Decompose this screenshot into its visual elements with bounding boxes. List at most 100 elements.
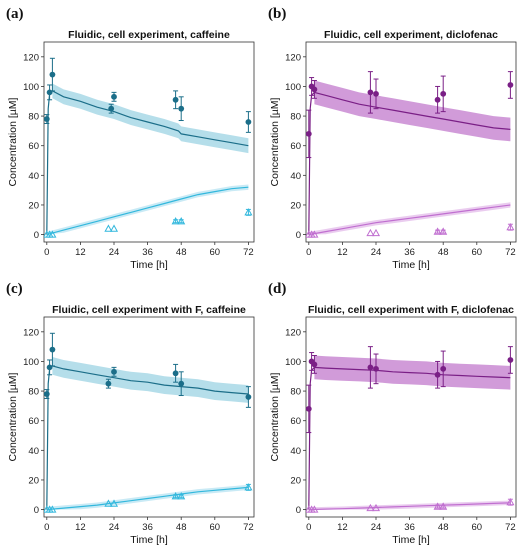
data-point-metabolite xyxy=(433,227,442,235)
y-tick-label: 20 xyxy=(28,475,39,486)
y-tick-label: 20 xyxy=(28,200,39,211)
y-tick-label: 0 xyxy=(296,230,301,241)
y-tick-label: 60 xyxy=(28,141,39,152)
x-tick-label: 36 xyxy=(142,522,153,533)
x-tick-label: 24 xyxy=(109,522,120,533)
data-point-metabolite xyxy=(310,505,319,513)
chart-title: Fluidic, cell experiment with F, caffein… xyxy=(52,304,246,316)
data-point-parent xyxy=(172,370,179,377)
data-point-metabolite xyxy=(48,230,57,238)
y-tick-label: 60 xyxy=(290,416,301,427)
x-axis-label: Time [h] xyxy=(130,259,168,271)
x-tick-label: 60 xyxy=(472,247,483,258)
y-tick-label: 80 xyxy=(290,387,301,398)
data-point-parent xyxy=(105,380,112,387)
data-point-metabolite xyxy=(104,224,113,232)
data-point-parent xyxy=(49,346,56,353)
plot-area xyxy=(306,71,515,238)
y-axis-label: Concentration [µM] xyxy=(7,372,19,461)
data-point-metabolite xyxy=(171,217,180,225)
plot-frame xyxy=(43,316,255,518)
x-tick-label: 12 xyxy=(337,522,348,533)
model-line-metabolite xyxy=(46,486,249,511)
x-tick-label: 48 xyxy=(438,247,449,258)
data-point-parent xyxy=(245,394,252,400)
data-point-parent xyxy=(306,130,312,137)
data-point-parent xyxy=(440,90,447,97)
data-point-metabolite xyxy=(439,227,448,235)
data-point-parent xyxy=(434,96,441,103)
model-band-metabolite xyxy=(308,500,511,510)
model-line-parent xyxy=(308,91,511,235)
model-band-metabolite xyxy=(46,184,249,235)
x-tick-label: 12 xyxy=(75,522,86,533)
x-tick-label: 0 xyxy=(44,522,49,533)
y-tick-label: 120 xyxy=(23,327,39,338)
data-point-parent xyxy=(178,380,185,387)
model-band-metabolite xyxy=(46,484,249,510)
data-point-parent xyxy=(178,105,185,112)
data-point-parent xyxy=(367,364,374,371)
y-tick-label: 100 xyxy=(23,82,39,93)
data-point-parent xyxy=(46,364,53,371)
x-tick-label: 48 xyxy=(176,522,187,533)
data-point-parent xyxy=(373,365,379,372)
y-tick-label: 40 xyxy=(28,171,39,182)
model-line-parent xyxy=(308,366,511,510)
y-tick-label: 20 xyxy=(290,200,301,211)
data-point-metabolite xyxy=(371,228,381,237)
y-tick-label: 20 xyxy=(290,475,301,486)
x-tick-label: 72 xyxy=(505,247,516,258)
model-line-parent xyxy=(46,90,249,235)
model-line-metabolite xyxy=(46,186,249,236)
data-point-metabolite xyxy=(506,222,515,231)
data-point-metabolite xyxy=(104,499,113,507)
y-tick-label: 40 xyxy=(290,446,301,457)
x-tick-label: 48 xyxy=(176,247,187,258)
y-axis-label: Concentration [µM] xyxy=(269,97,281,186)
x-tick-label: 60 xyxy=(472,522,483,533)
y-axis-label: Concentration [µM] xyxy=(7,97,19,186)
y-tick-label: 120 xyxy=(23,52,39,63)
data-point-metabolite xyxy=(371,503,381,512)
data-point-metabolite xyxy=(177,217,186,225)
x-tick-label: 72 xyxy=(505,522,516,533)
panel-label: (d) xyxy=(268,281,286,297)
data-point-metabolite xyxy=(439,502,448,510)
y-tick-label: 80 xyxy=(290,112,301,123)
data-point-metabolite xyxy=(366,228,375,237)
data-point-parent xyxy=(111,368,117,375)
data-point-parent xyxy=(440,365,447,372)
x-tick-label: 24 xyxy=(371,522,382,533)
plot-frame xyxy=(305,316,517,518)
data-point-metabolite xyxy=(48,505,57,513)
data-point-parent xyxy=(311,86,318,93)
x-tick-label: 36 xyxy=(404,247,415,258)
data-point-metabolite xyxy=(177,492,186,500)
data-point-parent xyxy=(172,96,179,103)
x-tick-label: 72 xyxy=(243,247,254,258)
data-point-metabolite xyxy=(109,224,119,232)
y-tick-label: 100 xyxy=(285,357,301,368)
data-point-parent xyxy=(49,71,56,78)
data-point-parent xyxy=(311,361,318,368)
x-tick-label: 0 xyxy=(306,247,311,258)
data-point-parent xyxy=(44,391,50,397)
panel-label: (c) xyxy=(6,281,23,297)
x-tick-label: 48 xyxy=(438,522,449,533)
data-point-parent xyxy=(108,105,115,112)
y-tick-label: 80 xyxy=(28,112,39,123)
data-point-metabolite xyxy=(366,503,375,512)
x-tick-label: 12 xyxy=(75,247,86,258)
x-tick-label: 60 xyxy=(210,522,221,533)
x-tick-label: 0 xyxy=(44,247,49,258)
y-tick-label: 40 xyxy=(290,171,301,182)
y-tick-label: 0 xyxy=(34,505,39,516)
x-axis-label: Time [h] xyxy=(130,534,168,546)
data-point-parent xyxy=(111,93,117,100)
chart-panel-2: (b) Fluidic, cell experiment, diclofenac 0… xyxy=(268,6,517,271)
data-point-parent xyxy=(373,90,379,97)
x-axis-label: Time [h] xyxy=(392,534,430,546)
plot-frame xyxy=(43,41,255,243)
